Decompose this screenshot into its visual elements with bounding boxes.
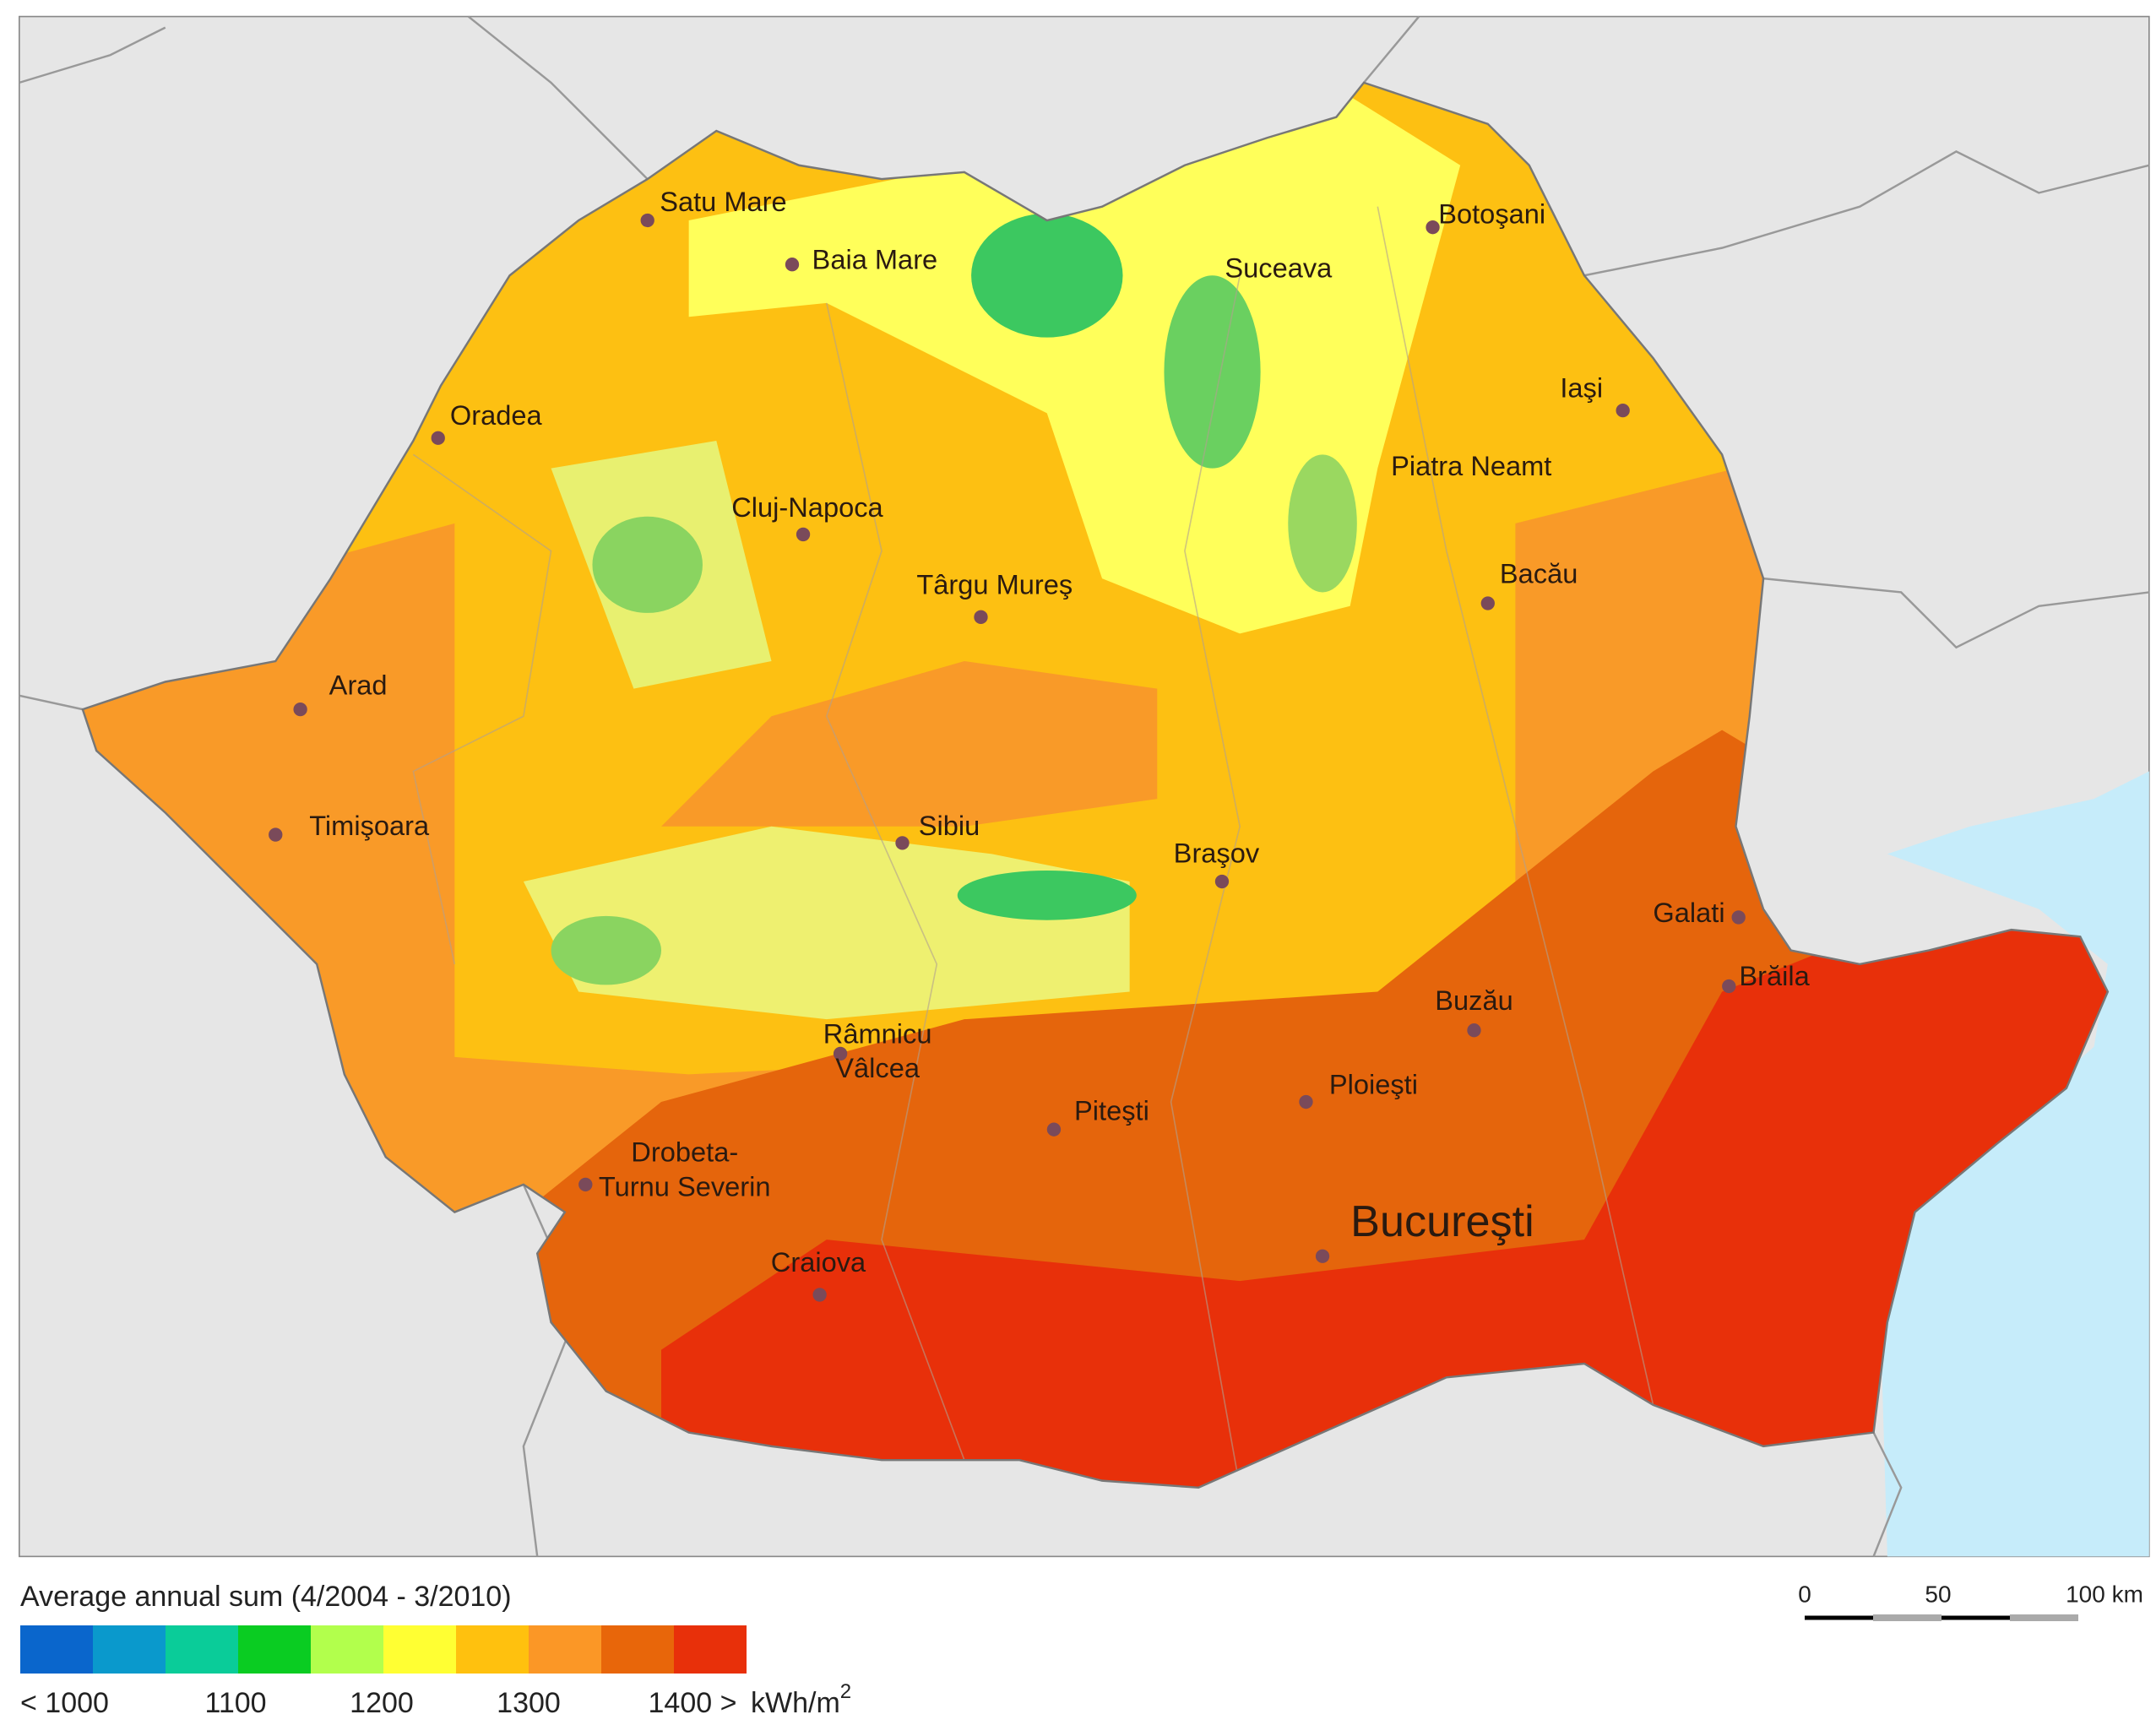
- city-marker: [833, 1046, 848, 1061]
- city-marker: [640, 213, 654, 228]
- city-name: Târgu Mureş: [916, 569, 1073, 600]
- city-marker: [293, 702, 307, 717]
- legend-label: 1200: [350, 1687, 414, 1719]
- city-marker: [1616, 403, 1630, 418]
- legend-swatch: [674, 1625, 747, 1674]
- city-marker: [1480, 596, 1495, 610]
- scale-segment: [2010, 1614, 2078, 1621]
- city-name: Satu Mare: [660, 186, 786, 217]
- legend-swatch: [93, 1625, 166, 1674]
- city-name: Oradea: [450, 399, 543, 431]
- legend-label: 1400 >: [649, 1687, 737, 1719]
- city-marker: [1214, 874, 1230, 889]
- city-marker: [269, 827, 283, 842]
- legend-unit: kWh/m2: [751, 1680, 851, 1719]
- county-borders: [412, 206, 1654, 1488]
- scale-label: 50: [1925, 1581, 1951, 1607]
- legend-label: 1300: [497, 1687, 561, 1719]
- unit-exponent: 2: [840, 1680, 851, 1703]
- legend-swatch: [166, 1625, 238, 1674]
- city-name: Drobeta-: [631, 1137, 738, 1168]
- city-name: Brăila: [1739, 960, 1810, 991]
- city-name: Braşov: [1174, 838, 1260, 869]
- city-name: Vâlcea: [835, 1052, 921, 1083]
- city-marker: [785, 258, 800, 272]
- city-marker: [1467, 1023, 1481, 1038]
- city-name: Turnu Severin: [599, 1170, 771, 1202]
- legend-swatch: [529, 1625, 601, 1674]
- legend-label: 1100: [204, 1687, 266, 1719]
- city-name: Bucureşti: [1350, 1197, 1534, 1246]
- city-name: Ploieşti: [1329, 1069, 1418, 1100]
- city-name: Suceava: [1225, 252, 1333, 283]
- city-name: Craiova: [771, 1246, 866, 1278]
- city-name: Cluj-Napoca: [731, 491, 883, 523]
- map: Satu Mare Baia Mare Suceava Botoşani Iaşi Ora…: [19, 15, 2150, 1558]
- city-name: Botoşani: [1438, 198, 1545, 230]
- city-marker: [812, 1288, 827, 1302]
- city-marker: [1722, 979, 1736, 994]
- city-labels: Satu Mare Baia Mare Suceava Botoşani Iaşi Ora…: [269, 186, 1811, 1302]
- city-marker: [1299, 1094, 1313, 1109]
- foreign-borders: [19, 15, 2150, 1557]
- scale-bar: 0 50 100 km: [1798, 1581, 2143, 1621]
- legend-swatch: [20, 1625, 93, 1674]
- city-name: Arad: [329, 670, 388, 701]
- city-name: Sibiu: [919, 810, 980, 841]
- legend-swatch: [238, 1625, 311, 1674]
- legend-swatch: [311, 1625, 383, 1674]
- scale-label: 100 km: [2066, 1581, 2143, 1607]
- legend: < 1000 1100 1200 1300 1400 > kWh/m2: [20, 1625, 851, 1719]
- city-marker: [431, 431, 445, 445]
- city-name: Galati: [1653, 897, 1724, 928]
- city-marker: [895, 836, 910, 850]
- scale-segment: [1873, 1614, 1941, 1621]
- city-name: Piatra Neamt: [1391, 450, 1551, 481]
- legend-label: < 1000: [20, 1687, 109, 1719]
- city-marker: [578, 1177, 593, 1192]
- city-marker: [796, 527, 811, 542]
- legend-swatch: [383, 1625, 456, 1674]
- black-sea: [1880, 771, 2149, 1557]
- legend-swatch: [601, 1625, 674, 1674]
- city-marker: [1315, 1249, 1330, 1263]
- city-name: Timişoara: [309, 810, 430, 841]
- romania-border: [81, 81, 2110, 1489]
- city-marker: [1426, 220, 1440, 235]
- scale-label: 0: [1798, 1581, 1811, 1607]
- city-name: Buzău: [1435, 985, 1512, 1016]
- unit: kWh/m: [751, 1687, 840, 1719]
- city-name: Bacău: [1500, 557, 1578, 589]
- city-name: Râmnicu: [823, 1017, 932, 1049]
- city-marker: [1731, 910, 1746, 925]
- legend-title: Average annual sum (4/2004 - 3/2010): [20, 1581, 512, 1613]
- city-name: Iaşi: [1560, 372, 1603, 403]
- legend-swatch: [456, 1625, 529, 1674]
- city-name: Piteşti: [1074, 1095, 1149, 1126]
- city-marker: [1046, 1122, 1062, 1137]
- city-name: Baia Mare: [812, 244, 938, 275]
- city-marker: [974, 610, 988, 624]
